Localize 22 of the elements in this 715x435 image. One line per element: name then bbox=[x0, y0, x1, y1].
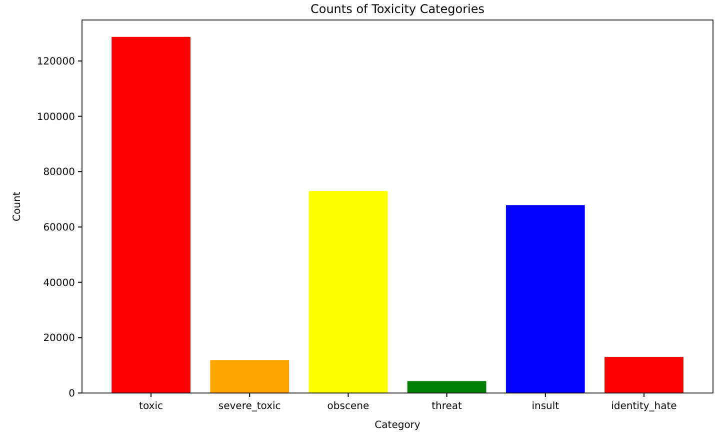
x-tick-label: insult bbox=[532, 401, 560, 412]
y-tick-label: 120000 bbox=[36, 56, 75, 68]
y-tick-label: 100000 bbox=[36, 112, 75, 123]
x-tick-label: identity_hate bbox=[611, 401, 677, 412]
bar bbox=[407, 381, 486, 393]
y-tick-label: 80000 bbox=[43, 167, 75, 178]
x-tick-label: toxic bbox=[139, 401, 163, 412]
x-tick-label: obscene bbox=[327, 401, 370, 412]
x-tick-label: severe_toxic bbox=[218, 401, 281, 412]
y-tick-label: 0 bbox=[68, 388, 75, 400]
y-tick-label: 20000 bbox=[43, 333, 75, 344]
bar bbox=[506, 205, 585, 393]
bar bbox=[604, 357, 684, 393]
y-tick-label: 60000 bbox=[43, 222, 75, 234]
y-tick-label: 40000 bbox=[43, 278, 75, 289]
x-axis-title: Category bbox=[374, 420, 420, 431]
bar bbox=[308, 191, 388, 393]
chart-title: Counts of Toxicity Categories bbox=[310, 2, 485, 16]
x-tick-label: threat bbox=[432, 401, 462, 412]
bar bbox=[210, 360, 290, 393]
y-axis-title: Count bbox=[12, 192, 23, 222]
bar bbox=[112, 36, 190, 393]
